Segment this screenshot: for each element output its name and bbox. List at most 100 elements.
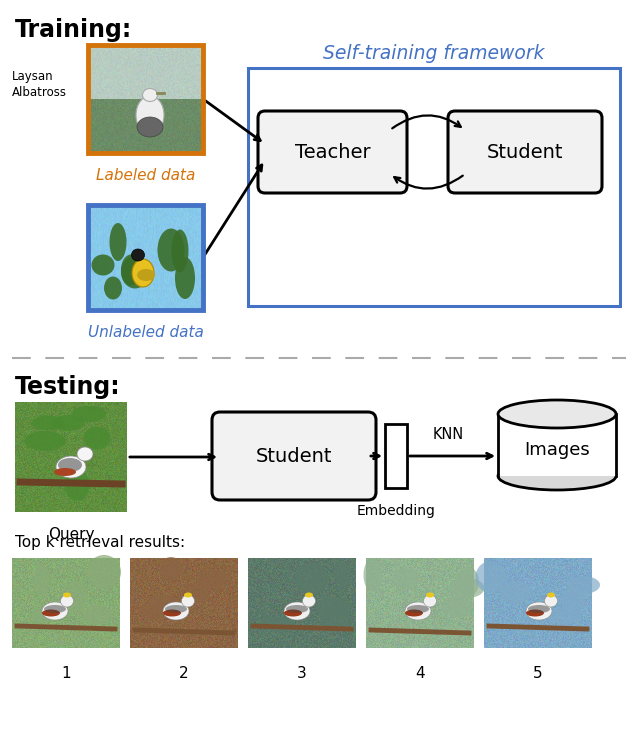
Text: Top k retrieval results:: Top k retrieval results: <box>15 535 185 550</box>
Text: 5: 5 <box>533 666 543 681</box>
Ellipse shape <box>405 602 431 620</box>
Ellipse shape <box>142 88 158 101</box>
Ellipse shape <box>148 595 180 611</box>
Ellipse shape <box>196 569 230 588</box>
Ellipse shape <box>424 595 436 607</box>
Text: Embedding: Embedding <box>357 504 436 518</box>
Ellipse shape <box>54 468 76 476</box>
Ellipse shape <box>121 255 141 285</box>
Bar <box>498 414 616 476</box>
FancyBboxPatch shape <box>448 111 602 193</box>
Text: 2: 2 <box>179 666 189 681</box>
Ellipse shape <box>500 581 533 603</box>
Ellipse shape <box>284 610 302 617</box>
Ellipse shape <box>160 557 182 581</box>
FancyBboxPatch shape <box>258 111 407 193</box>
Ellipse shape <box>320 604 350 632</box>
Ellipse shape <box>305 593 313 597</box>
Ellipse shape <box>441 597 473 617</box>
Ellipse shape <box>566 576 600 594</box>
Text: Self-training framework: Self-training framework <box>323 44 545 63</box>
Ellipse shape <box>295 563 329 595</box>
Ellipse shape <box>58 458 82 472</box>
Text: 4: 4 <box>415 666 425 681</box>
Ellipse shape <box>56 456 86 478</box>
Ellipse shape <box>172 229 188 272</box>
Ellipse shape <box>64 580 87 612</box>
Ellipse shape <box>188 585 209 603</box>
Text: Images: Images <box>524 441 590 459</box>
Ellipse shape <box>24 431 66 451</box>
Ellipse shape <box>132 259 154 287</box>
FancyBboxPatch shape <box>212 412 376 500</box>
Ellipse shape <box>110 223 126 261</box>
Ellipse shape <box>184 593 192 597</box>
Ellipse shape <box>84 426 110 450</box>
Ellipse shape <box>136 96 164 134</box>
Ellipse shape <box>498 400 616 428</box>
Ellipse shape <box>544 595 558 607</box>
Ellipse shape <box>450 578 484 598</box>
Ellipse shape <box>87 555 121 589</box>
Ellipse shape <box>34 564 50 596</box>
Ellipse shape <box>407 605 429 613</box>
Ellipse shape <box>286 605 308 613</box>
Text: Unlabeled data: Unlabeled data <box>87 325 204 340</box>
Ellipse shape <box>42 610 60 617</box>
Ellipse shape <box>138 602 163 620</box>
Ellipse shape <box>83 605 113 625</box>
Ellipse shape <box>42 602 68 620</box>
Bar <box>385 424 407 488</box>
Text: Query: Query <box>48 527 94 542</box>
Ellipse shape <box>548 607 582 624</box>
Text: KNN: KNN <box>433 427 464 442</box>
Ellipse shape <box>63 593 71 597</box>
Ellipse shape <box>175 257 195 299</box>
Ellipse shape <box>547 593 555 597</box>
Text: 1: 1 <box>61 666 71 681</box>
Text: Laysan
Albatross: Laysan Albatross <box>12 70 67 99</box>
Ellipse shape <box>137 269 155 281</box>
Ellipse shape <box>31 415 64 431</box>
Ellipse shape <box>137 117 163 137</box>
Ellipse shape <box>302 595 316 607</box>
Ellipse shape <box>158 228 184 272</box>
Ellipse shape <box>457 567 479 597</box>
Ellipse shape <box>104 277 122 299</box>
Ellipse shape <box>334 561 352 587</box>
Ellipse shape <box>526 602 552 620</box>
Text: Testing:: Testing: <box>15 375 121 399</box>
Ellipse shape <box>31 607 54 623</box>
Text: Labeled data: Labeled data <box>96 168 195 183</box>
Ellipse shape <box>163 602 189 620</box>
Ellipse shape <box>392 568 420 588</box>
Text: Teacher: Teacher <box>295 142 370 161</box>
FancyBboxPatch shape <box>248 68 620 306</box>
Ellipse shape <box>181 595 195 607</box>
Ellipse shape <box>52 415 84 431</box>
Ellipse shape <box>44 605 66 613</box>
Ellipse shape <box>165 605 187 613</box>
Ellipse shape <box>163 610 181 617</box>
Ellipse shape <box>316 597 353 617</box>
Text: Student: Student <box>487 142 563 161</box>
Ellipse shape <box>526 610 544 617</box>
Ellipse shape <box>91 255 114 275</box>
Ellipse shape <box>498 462 616 490</box>
Ellipse shape <box>284 602 310 620</box>
Ellipse shape <box>259 617 293 631</box>
Text: Training:: Training: <box>15 18 132 42</box>
Ellipse shape <box>64 469 89 501</box>
Text: Student: Student <box>256 447 332 466</box>
Text: 3: 3 <box>297 666 307 681</box>
Ellipse shape <box>77 447 93 461</box>
Ellipse shape <box>364 558 383 592</box>
Ellipse shape <box>475 561 507 593</box>
Ellipse shape <box>131 249 144 261</box>
Ellipse shape <box>560 588 586 610</box>
Ellipse shape <box>121 255 149 288</box>
Ellipse shape <box>426 593 434 597</box>
Ellipse shape <box>61 595 73 607</box>
Ellipse shape <box>528 605 550 613</box>
Ellipse shape <box>405 610 423 617</box>
